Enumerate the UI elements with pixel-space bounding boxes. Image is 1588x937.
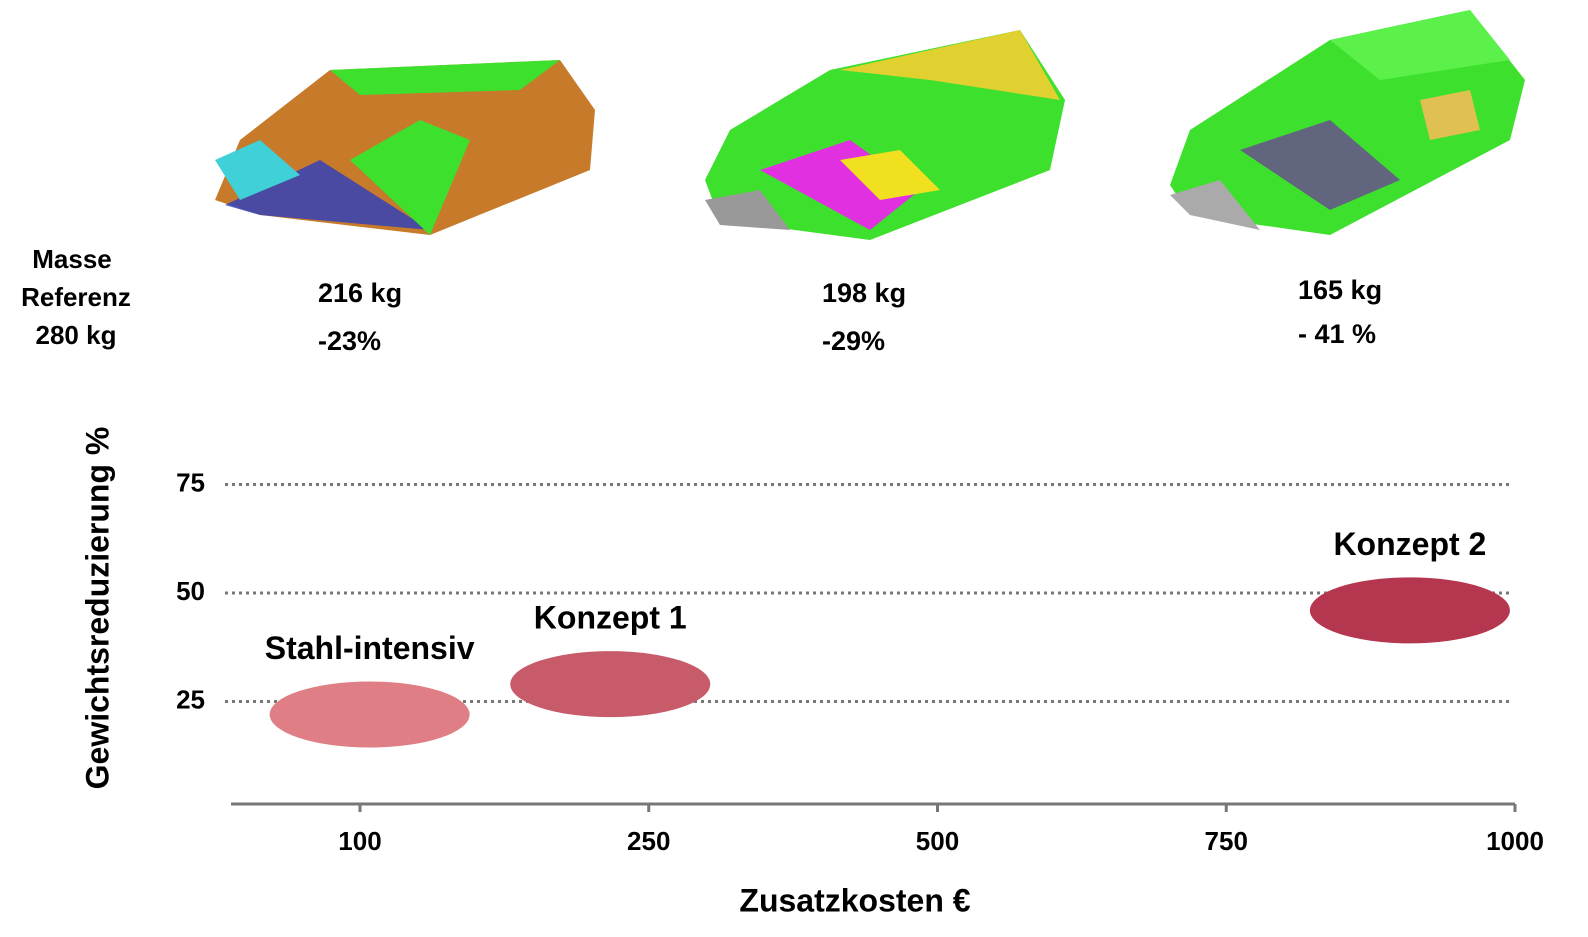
variant-reduction: -29% bbox=[822, 326, 885, 356]
x-tick-label: 500 bbox=[916, 826, 959, 856]
x-tick-label: 750 bbox=[1205, 826, 1248, 856]
y-tick-label: 25 bbox=[176, 684, 205, 714]
car-illustrations bbox=[215, 10, 1525, 240]
y-axis-label: Gewichtsreduzierung % bbox=[79, 427, 115, 790]
car-3 bbox=[1170, 10, 1525, 235]
point-label: Stahl-intensiv bbox=[265, 630, 475, 666]
reference-label: Referenz bbox=[21, 282, 131, 312]
point-label: Konzept 2 bbox=[1333, 526, 1486, 562]
y-tick-label: 75 bbox=[176, 467, 205, 497]
point bbox=[1309, 577, 1510, 644]
point bbox=[269, 681, 470, 748]
x-axis-label: Zusatzkosten € bbox=[739, 882, 970, 918]
y-tick-label: 50 bbox=[176, 576, 205, 606]
variant-mass: 216 kg bbox=[318, 278, 402, 308]
variant-reduction: -23% bbox=[318, 326, 381, 356]
reference-label: Masse bbox=[32, 244, 112, 274]
point-label: Konzept 1 bbox=[534, 600, 687, 636]
variant-mass: 198 kg bbox=[822, 278, 906, 308]
point bbox=[510, 651, 711, 718]
x-tick-label: 100 bbox=[338, 826, 381, 856]
car-1 bbox=[215, 60, 595, 235]
x-tick-label: 250 bbox=[627, 826, 670, 856]
variant-mass: 165 kg bbox=[1298, 275, 1382, 305]
car-2 bbox=[705, 30, 1065, 240]
reference-label: 280 kg bbox=[36, 320, 117, 350]
variant-reduction: - 41 % bbox=[1298, 319, 1376, 349]
x-tick-label: 1000 bbox=[1486, 826, 1544, 856]
